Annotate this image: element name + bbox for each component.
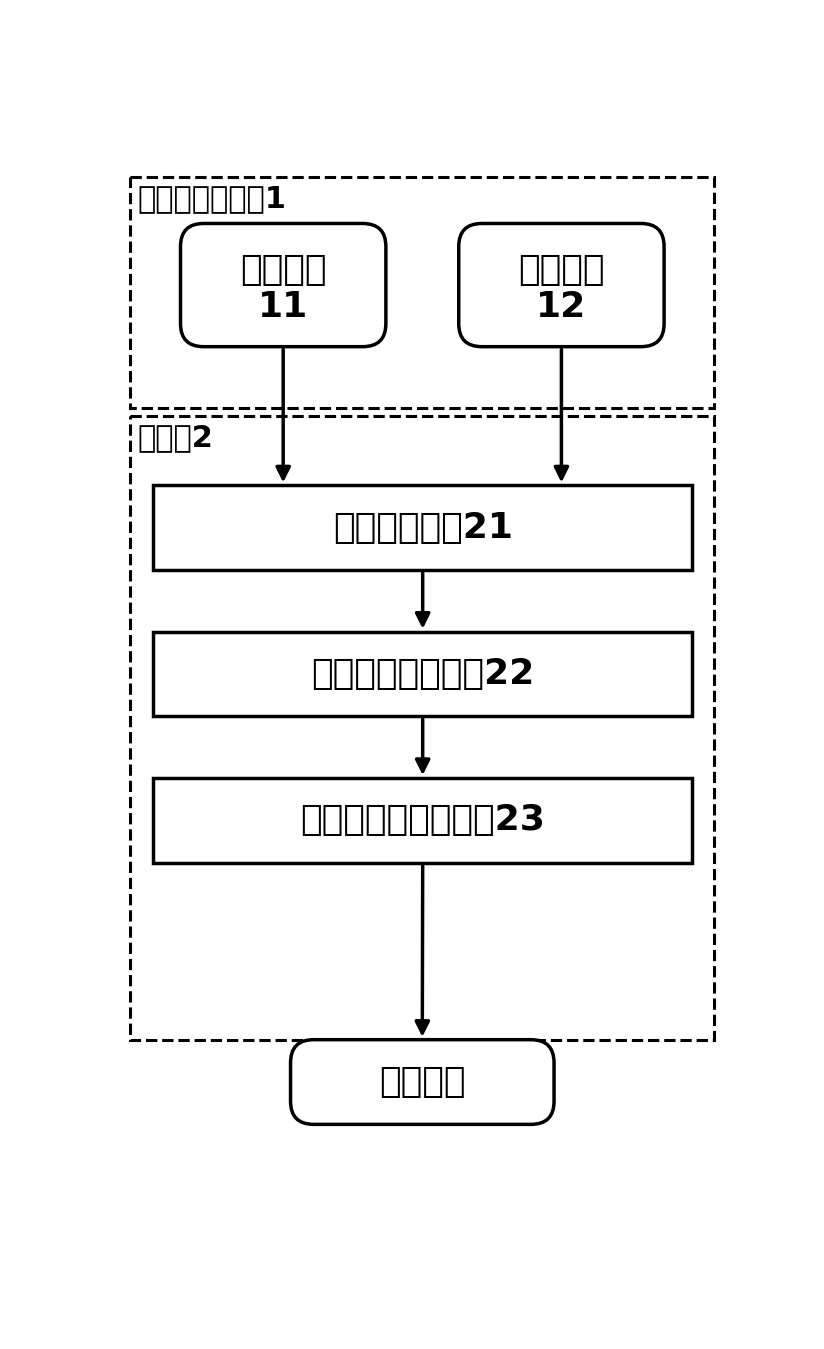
Text: 右侧激光: 右侧激光 (518, 254, 605, 287)
Bar (153, 631, 692, 716)
Text: 左侧激光: 左侧激光 (240, 254, 326, 287)
Text: 对偶激光测角仪1: 对偶激光测角仪1 (138, 185, 287, 213)
Bar (130, 415, 714, 1040)
Bar (130, 177, 714, 409)
Text: 关节角度: 关节角度 (379, 1064, 466, 1099)
FancyBboxPatch shape (180, 224, 386, 347)
Text: 测量结果可视化程序23: 测量结果可视化程序23 (300, 803, 545, 838)
Text: 12: 12 (536, 290, 587, 324)
FancyBboxPatch shape (459, 224, 664, 347)
Text: 计算机2: 计算机2 (138, 424, 213, 452)
Text: 11: 11 (258, 290, 308, 324)
Text: 关节角度测量程序22: 关节角度测量程序22 (311, 657, 534, 691)
Bar (153, 778, 692, 862)
Text: 数据采集程序21: 数据采集程序21 (333, 511, 513, 545)
FancyBboxPatch shape (291, 1040, 554, 1124)
Bar (153, 486, 692, 571)
